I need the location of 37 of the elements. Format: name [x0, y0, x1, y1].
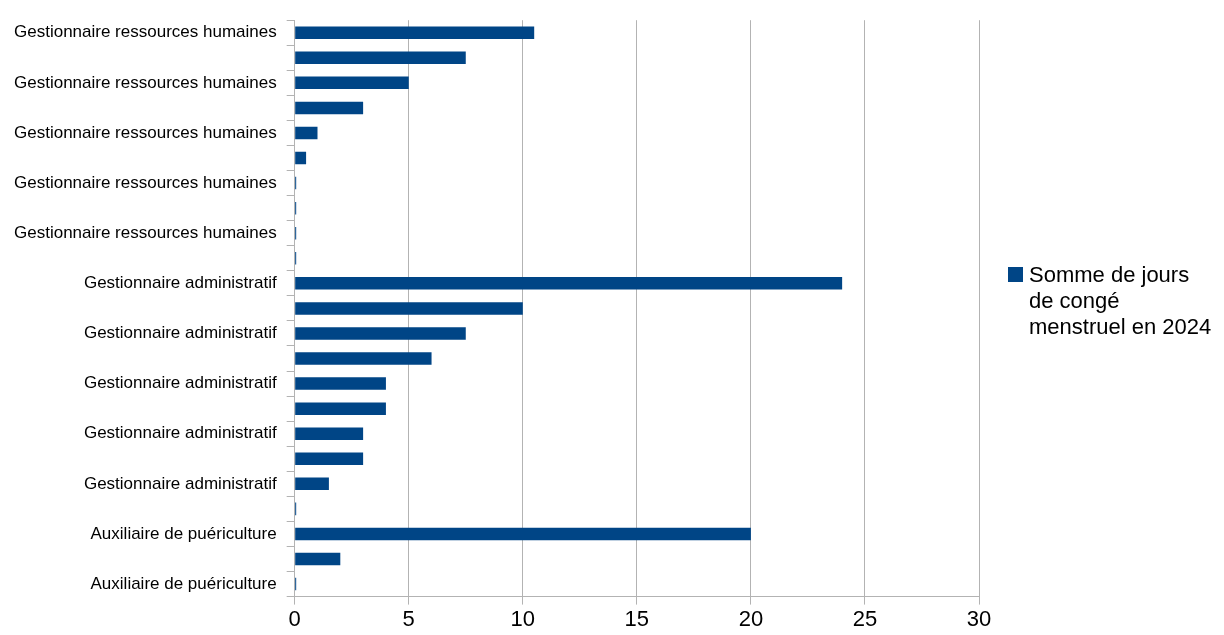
y-tick-label: Gestionnaire ressources humaines	[14, 72, 277, 92]
x-tick-label: 5	[402, 605, 415, 631]
y-tick-label: Gestionnaire administratif	[83, 373, 277, 393]
y-tick-label: Gestionnaire administratif	[83, 273, 277, 293]
x-tick-label: 30	[966, 605, 992, 631]
bar	[295, 452, 364, 466]
x-tick-label: 10	[510, 605, 536, 631]
x-tick-label: 0	[288, 605, 301, 631]
y-tick-label: Gestionnaire ressources humaines	[14, 122, 277, 142]
y-tick-label: Gestionnaire administratif	[83, 473, 277, 493]
bar	[295, 302, 523, 315]
bar	[295, 51, 466, 65]
bar	[295, 402, 386, 415]
y-tick-label: Auxiliaire de puériculture	[90, 523, 277, 543]
bar	[295, 352, 432, 365]
bar	[295, 552, 341, 566]
y-tick-label: Gestionnaire administratif	[83, 423, 277, 443]
bar	[295, 126, 318, 140]
y-tick-label: Gestionnaire ressources humaines	[14, 22, 277, 42]
x-tick-label: 25	[852, 605, 878, 631]
bar	[295, 101, 364, 115]
y-tick-label: Gestionnaire ressources humaines	[14, 172, 277, 192]
bar	[295, 527, 751, 541]
y-tick-label: Auxiliaire de puériculture	[90, 573, 277, 593]
y-tick-label: Gestionnaire ressources humaines	[14, 222, 277, 242]
bar	[295, 76, 409, 90]
bar	[295, 26, 535, 39]
legend-label: Somme de jours de congé menstruel en 2024	[1029, 262, 1213, 340]
x-tick-label: 15	[624, 605, 650, 631]
x-tick-label: 20	[738, 605, 764, 631]
bar	[295, 151, 307, 165]
bar	[295, 427, 364, 440]
bar	[295, 327, 466, 340]
y-tick-label: Gestionnaire administratif	[83, 323, 277, 343]
bar	[295, 377, 386, 390]
bar	[295, 277, 843, 290]
bar	[295, 477, 329, 491]
